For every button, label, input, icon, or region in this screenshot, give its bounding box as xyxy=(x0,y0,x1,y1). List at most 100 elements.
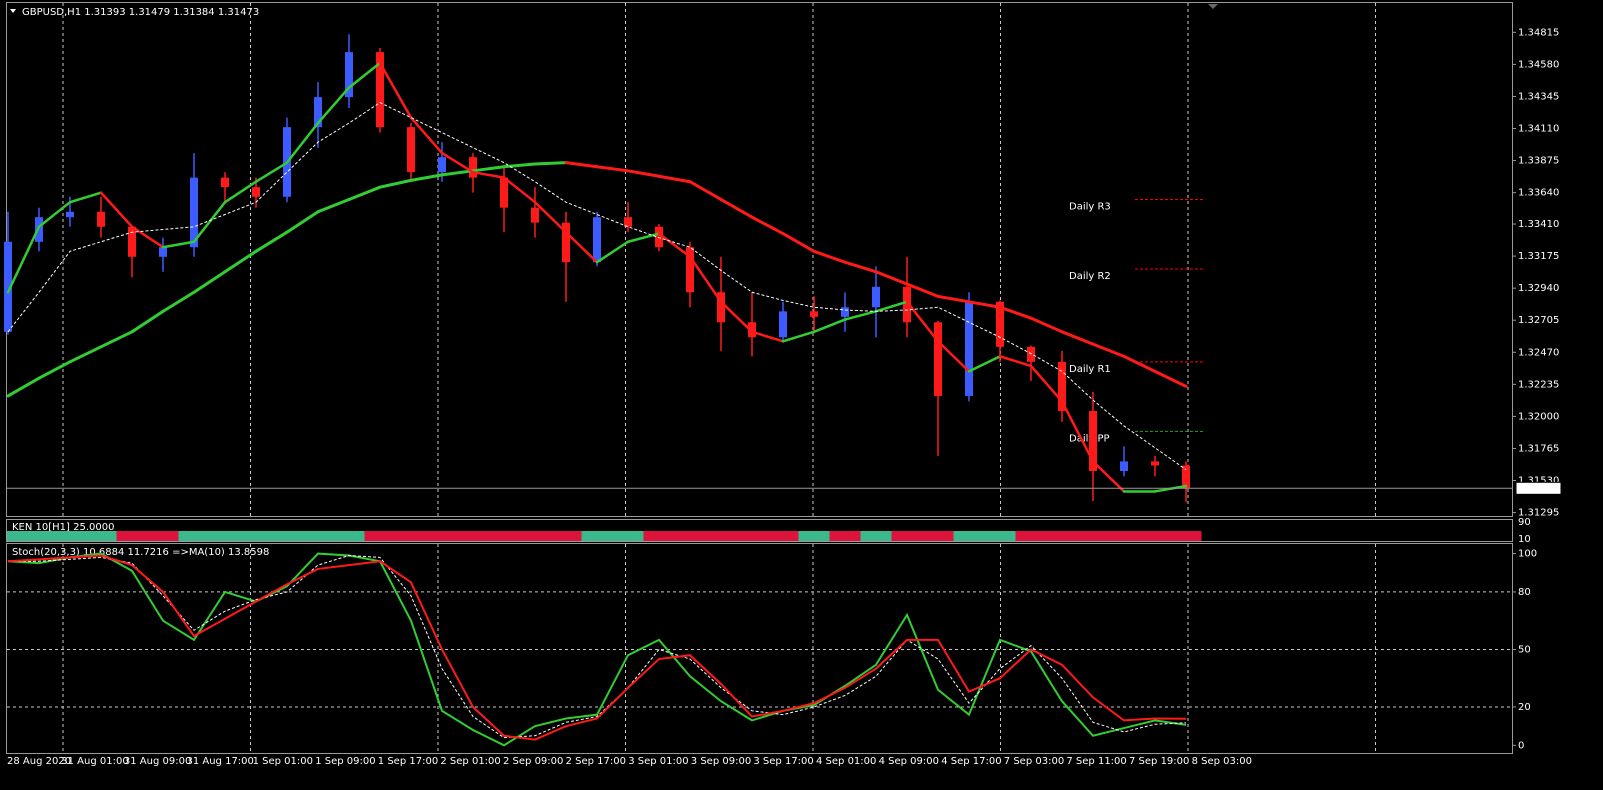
x-tick-label: 1 Sep 09:00 xyxy=(315,756,375,767)
menu-triangle[interactable] xyxy=(10,9,16,13)
stoch-frame xyxy=(6,543,1513,754)
ken-tick-label: 10 xyxy=(1518,534,1531,545)
y-tick-label: 1.32000 xyxy=(1518,411,1559,422)
candle-body xyxy=(1089,410,1097,471)
ken-bar xyxy=(209,531,241,541)
candle-body xyxy=(562,222,570,263)
y-tick-label: 1.33640 xyxy=(1518,188,1559,199)
y-tick-label: 1.34345 xyxy=(1518,91,1559,102)
ma-segment xyxy=(471,165,506,173)
ken-title: KEN 10[H1] 25.0000 xyxy=(12,522,114,533)
ma-segment xyxy=(626,232,661,244)
ma-segment xyxy=(1091,460,1126,493)
ma-segment xyxy=(533,200,568,234)
x-tick-label: 1 Sep 01:00 xyxy=(253,756,313,767)
y-tick-label: 80 xyxy=(1518,587,1531,598)
ma-segment xyxy=(192,270,227,294)
ken-bar xyxy=(891,531,923,541)
candle-body xyxy=(97,211,105,227)
candle-body xyxy=(655,226,663,248)
candle-body xyxy=(376,52,384,128)
ken-bar xyxy=(333,531,365,541)
ma-segment xyxy=(533,161,568,166)
ma-segment xyxy=(409,116,444,155)
x-tick-label: 8 Sep 03:00 xyxy=(1192,756,1252,767)
ma-segment xyxy=(347,61,382,89)
ma-segment xyxy=(502,162,537,169)
ken-bar xyxy=(643,531,675,541)
x-tick-label: 3 Sep 09:00 xyxy=(691,756,751,767)
ma-segment xyxy=(998,355,1033,368)
y-tick-label: 1.31295 xyxy=(1518,508,1559,519)
x-tick-label: 7 Sep 03:00 xyxy=(1004,756,1064,767)
candle-body xyxy=(1120,461,1128,471)
ken-bar xyxy=(457,531,489,541)
ken-bar xyxy=(116,531,148,541)
ma-segment xyxy=(1029,364,1064,403)
candle-body xyxy=(779,311,787,338)
ken-bar xyxy=(23,531,55,541)
x-tick-label: 2 Sep 17:00 xyxy=(566,756,626,767)
ken-bar xyxy=(674,531,706,541)
ma-segment xyxy=(750,330,785,343)
candle-body xyxy=(407,127,415,173)
ma-segment xyxy=(378,178,413,189)
candle-body xyxy=(1182,465,1190,489)
ma-segment xyxy=(936,340,971,373)
x-tick-label: 2 Sep 01:00 xyxy=(440,756,500,767)
y-tick-label: 0 xyxy=(1518,740,1524,751)
ma-segment xyxy=(750,215,785,236)
x-tick-label: 1 Sep 17:00 xyxy=(378,756,438,767)
ma-segment xyxy=(1060,400,1095,463)
x-tick-label: 31 Aug 17:00 xyxy=(186,756,253,767)
x-tick-label: 28 Aug 2020 xyxy=(7,756,71,767)
ma-segment xyxy=(161,240,196,249)
ma-segment xyxy=(223,180,258,204)
ma-segment xyxy=(812,249,847,264)
candle-body xyxy=(4,241,12,332)
ma-segment xyxy=(595,165,630,173)
candle-body xyxy=(593,217,601,263)
candle-body xyxy=(810,311,818,317)
candle-body xyxy=(748,322,756,338)
candle-body xyxy=(469,157,477,178)
ken-bar xyxy=(519,531,551,541)
ken-bar xyxy=(364,531,396,541)
candle-body xyxy=(686,247,694,293)
ken-frame xyxy=(6,519,1513,542)
ken-bar xyxy=(984,531,1016,541)
stoch-line xyxy=(7,554,1187,741)
ken-bar xyxy=(581,531,613,541)
candle-body xyxy=(903,286,911,323)
ma-segment xyxy=(626,169,661,178)
pivot-label: Daily R2 xyxy=(1069,271,1111,282)
ken-bar xyxy=(1046,531,1078,541)
ma-segment xyxy=(1060,330,1095,346)
y-tick-label: 1.32705 xyxy=(1518,315,1559,326)
shift-marker xyxy=(1208,4,1218,9)
candle-body xyxy=(1027,346,1035,362)
ken-bar xyxy=(395,531,427,541)
ken-bar xyxy=(829,531,861,541)
ken-bar xyxy=(736,531,768,541)
y-tick-label: 1.32470 xyxy=(1518,347,1559,358)
stoch-title: Stoch(20,3,3) 10.6884 11.7216 =>MA(10) 1… xyxy=(12,547,269,558)
ken-bar xyxy=(705,531,737,541)
ma-segment xyxy=(99,330,134,349)
x-tick-label: 31 Aug 01:00 xyxy=(61,756,128,767)
ma-segment xyxy=(812,318,847,334)
y-tick-label: 1.34815 xyxy=(1518,27,1559,38)
y-tick-label: 1.31530 xyxy=(1518,476,1559,487)
y-tick-label: 1.33875 xyxy=(1518,156,1559,167)
ken-bar xyxy=(271,531,303,541)
ma-segment xyxy=(223,249,258,274)
y-tick-label: 1.31765 xyxy=(1518,443,1559,454)
candle-body xyxy=(531,207,539,223)
candle-body xyxy=(159,247,167,257)
ma-segment xyxy=(967,300,1002,309)
ma-segment xyxy=(409,173,444,182)
ma-segment xyxy=(874,300,909,313)
y-tick-label: 20 xyxy=(1518,702,1531,713)
candle-body xyxy=(934,322,942,396)
